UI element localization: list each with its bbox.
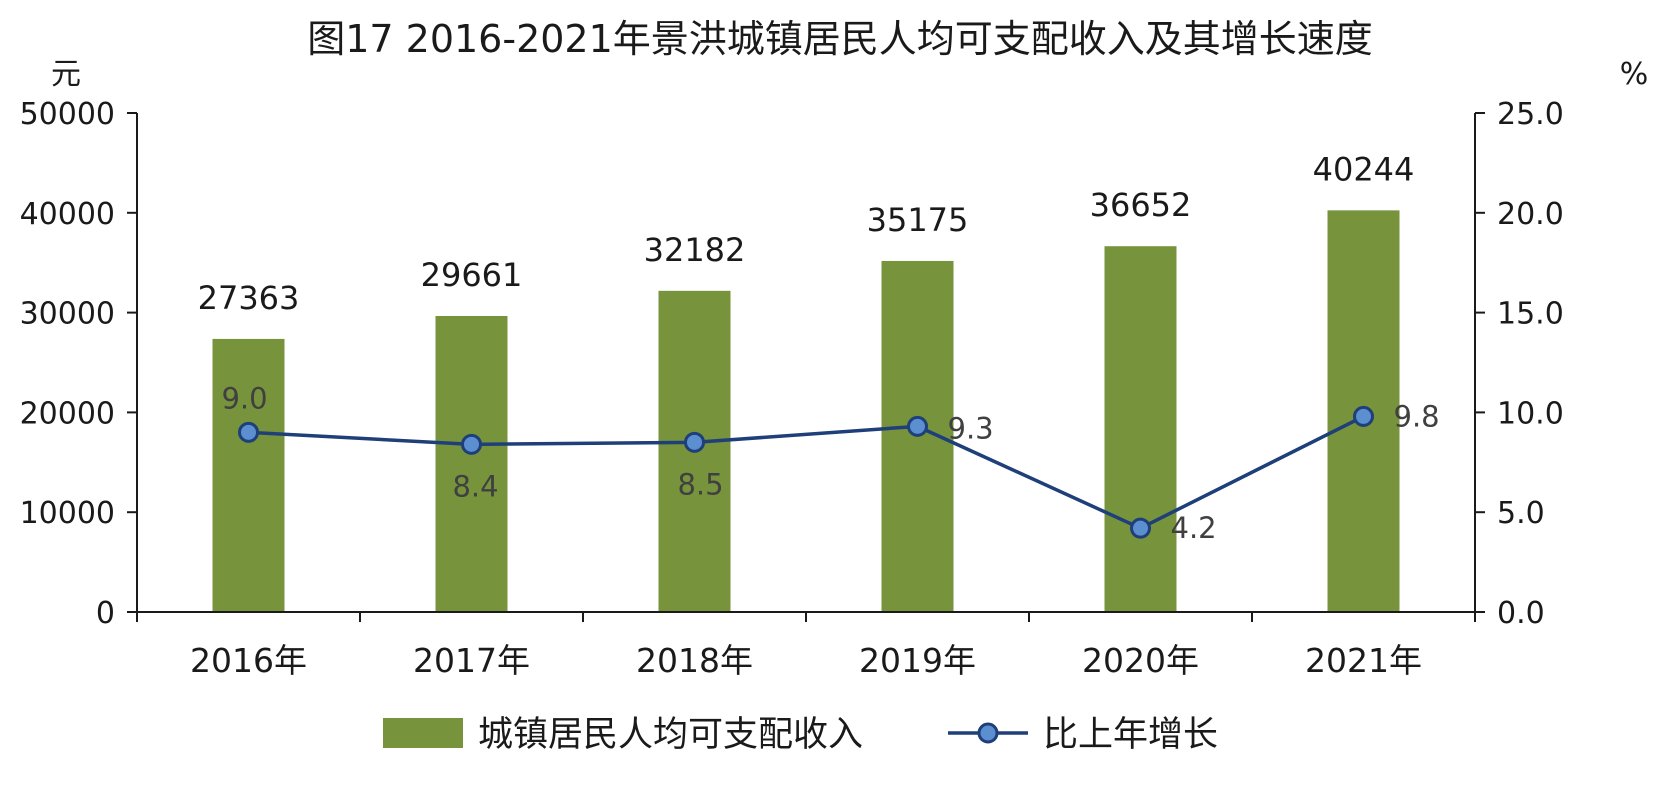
- left-tick-label-0: 0: [96, 596, 115, 631]
- bar-1: [435, 315, 508, 612]
- bar-value-label-4: 36652: [1090, 186, 1192, 224]
- growth-point-label-1: 8.4: [452, 469, 498, 503]
- growth-point-3: [907, 415, 928, 437]
- bar-value-label-1: 29661: [421, 256, 523, 294]
- growth-point-0: [238, 421, 259, 443]
- left-tick-label-4: 40000: [20, 197, 115, 232]
- growth-line: [248, 414, 1365, 530]
- left-tick-label-5: 50000: [20, 97, 115, 132]
- right-tick-label-1: 5.0: [1497, 496, 1545, 531]
- x-tick-label-3: 2019年: [859, 641, 976, 680]
- growth-point-1: [461, 433, 482, 455]
- left-tick-label-1: 10000: [20, 496, 115, 531]
- bar-0: [212, 338, 285, 612]
- plot-area: 27363 29661 32182 35175 36652 40244 0 10000 2000…: [20, 97, 1564, 680]
- growth-point-5: [1353, 405, 1374, 427]
- growth-point-label-4: 4.2: [1171, 511, 1217, 545]
- x-tick-label-1: 2017年: [413, 641, 530, 680]
- legend: 城镇居民人均可支配收入 比上年增长: [383, 715, 1218, 755]
- right-tick-label-3: 15.0: [1497, 297, 1564, 332]
- left-axis-unit: 元: [51, 57, 81, 92]
- bar-value-label-0: 27363: [198, 279, 300, 317]
- x-tick-label-2: 2018年: [636, 641, 753, 680]
- x-tick-label-0: 2016年: [190, 641, 307, 680]
- right-tick-label-2: 10.0: [1497, 396, 1564, 431]
- growth-point-label-0: 9.0: [221, 381, 267, 415]
- bar-value-label-5: 40244: [1313, 150, 1415, 188]
- x-tick-label-4: 2020年: [1082, 641, 1199, 680]
- legend-bar-label: 城镇居民人均可支配收入: [478, 715, 863, 755]
- growth-point-label-3: 9.3: [948, 411, 994, 445]
- right-tick-label-5: 25.0: [1497, 97, 1564, 132]
- right-tick-label-4: 20.0: [1497, 197, 1564, 232]
- legend-line-label: 比上年增长: [1043, 715, 1218, 755]
- growth-point-label-2: 8.5: [677, 467, 723, 501]
- right-tick-label-0: 0.0: [1497, 596, 1545, 631]
- growth-point-4: [1130, 517, 1151, 539]
- legend-bar-swatch: [383, 718, 463, 748]
- bar-4: [1104, 246, 1177, 612]
- growth-point-2: [684, 431, 705, 453]
- bar-value-label-3: 35175: [867, 201, 969, 239]
- legend-line-marker: [977, 722, 999, 744]
- left-tick-label-3: 30000: [20, 297, 115, 332]
- x-tick-label-5: 2021年: [1305, 641, 1422, 680]
- left-tick-label-2: 20000: [20, 396, 115, 431]
- bar-value-label-2: 32182: [644, 231, 746, 269]
- growth-point-label-5: 9.8: [1394, 399, 1440, 433]
- right-axis-unit: %: [1620, 57, 1649, 92]
- chart-title: 图17 2016-2021年景洪城镇居民人均可支配收入及其增长速度: [307, 17, 1373, 61]
